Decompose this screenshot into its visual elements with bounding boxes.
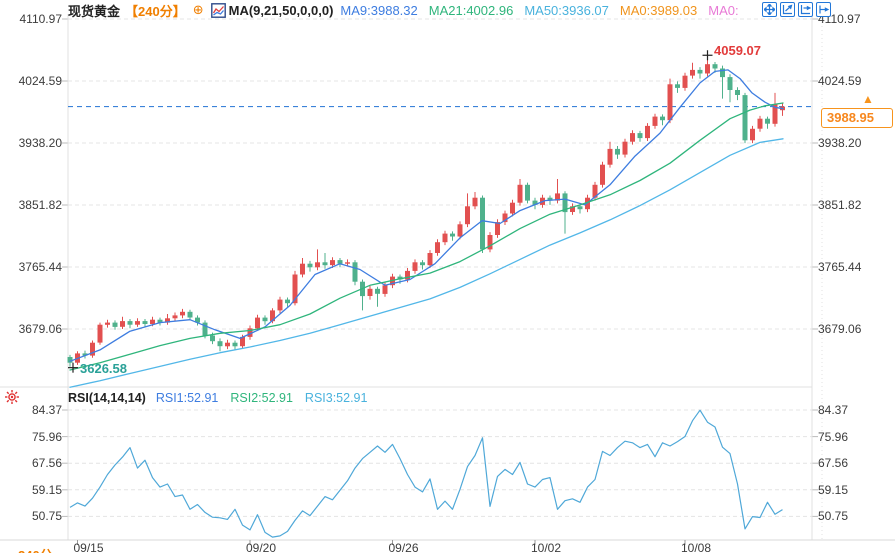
rsi-axis-label-right: 59.15 [818,482,849,497]
price-axis-label-left: 3851.82 [18,198,62,212]
add-indicator-icon[interactable]: ⊕ [192,2,204,17]
x-axis-date-label: 09/15 [73,541,104,553]
rsi-value-label[interactable]: RSI1:52.91 [155,390,219,405]
x-axis-date-label: 10/02 [531,541,562,553]
rsi-axis-label-right: 50.75 [818,509,849,524]
rsi-axis-label-right: 75.96 [818,429,849,444]
ma-values-group: MA9:3988.32 MA21:4002.96 MA50:3936.07 MA0:3… [340,3,738,18]
zoom-x-axis-icon[interactable] [780,2,795,17]
footer-period-label[interactable]: 240分 [18,548,53,553]
x-axis-date-label: 09/20 [246,541,277,553]
price-axis-label-left: 3765.44 [18,260,62,274]
symbol-name: 现货黄金 [68,3,121,19]
ma-value-label[interactable]: MA21:4002.96 [428,2,514,18]
rsi-values-group: RSI1:52.91 RSI2:52.91 RSI3:52.91 [156,391,368,405]
x-axis-date-label: 10/08 [681,541,712,553]
rsi-value-label[interactable]: RSI2:52.91 [230,390,293,405]
price-axis-label-right: 3765.44 [818,260,862,274]
rsi-axis-label-right: 84.37 [818,403,849,417]
last-price-badge: 3988.95 [821,108,893,128]
rsi-axis-label-left: 84.37 [31,403,62,417]
price-axis-label-right: 3679.06 [818,322,862,336]
ma-mini-chart-icon [210,2,226,18]
footer-arrow-icon: ▲ [59,551,70,553]
low-price-label: 3626.58 [80,361,127,376]
chart-toolbar [762,2,831,17]
price-axis-label-right: 4024.59 [818,73,862,88]
price-axis-label-left: 4110.97 [19,12,63,26]
x-axis-date-label: 09/26 [388,541,419,553]
ma-value-label[interactable]: MA0: [708,2,739,18]
ma-value-label[interactable]: MA0:3989.03 [619,2,698,18]
footer-period[interactable]: 240分 ▲ [18,545,70,553]
rsi-axis-label-left: 67.56 [31,456,62,471]
high-price-label: 4059.07 [714,43,761,58]
pan-icon[interactable] [762,2,777,17]
price-axis-label-left: 3938.20 [18,136,62,150]
rsi-settings-icon[interactable] [4,389,20,410]
ma-group-label[interactable]: MA(9,21,50,0,0,0) [228,2,334,18]
rsi-header: RSI(14,14,14) RSI1:52.91 RSI2:52.91 RSI3:5… [68,390,367,405]
price-axis-label-left: 3679.06 [18,322,62,336]
chart-header: 现货黄金 【240分】 ⊕ MA(9,21,50,0,0,0) MA9:3988… [68,2,739,19]
rsi-axis-label-right: 67.56 [818,456,849,471]
rsi-axis-label-left: 75.96 [31,429,62,444]
price-axis-label-right: 3938.20 [818,136,862,150]
period-badge[interactable]: 【240分】 [125,3,186,19]
price-axis-label-right: 3851.82 [818,198,862,212]
rsi-value-label[interactable]: RSI3:52.91 [304,390,368,405]
zoom-y-axis-icon[interactable] [798,2,813,17]
go-to-latest-icon[interactable] [816,2,831,17]
ma-value-label[interactable]: MA50:3936.07 [524,2,609,18]
rsi-axis-label-left: 59.15 [31,482,62,497]
ma-value-label[interactable]: MA9:3988.32 [340,2,418,18]
price-up-arrow-icon: ▲ [862,92,874,106]
price-axis-label-left: 4024.59 [18,73,62,88]
rsi-title[interactable]: RSI(14,14,14) [68,390,146,405]
rsi-axis-label-left: 50.75 [31,509,62,524]
